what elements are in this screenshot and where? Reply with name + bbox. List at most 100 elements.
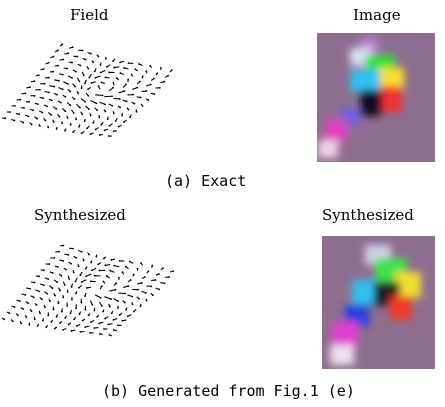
field-arrow-head [103,129,106,132]
field-arrow-head [32,109,35,112]
field-arrow-head [35,304,38,306]
field-arrow-head [64,95,67,98]
field-arrow-head [89,331,91,334]
field-arrow-head [57,64,59,67]
field-arrow-head [24,293,27,296]
field-arrow-head [52,70,55,73]
field-arrow-head [113,112,115,115]
field-arrow-head [75,292,77,295]
field-arrow-head [85,286,88,289]
field-arrow-head [86,127,89,130]
field-arrow-head [94,76,97,79]
field-arrow-head [74,280,77,283]
field-arrow-head [88,253,90,256]
field-arrow-head [117,300,119,302]
field-arrow-head [19,300,21,302]
field-arrow-head [80,87,83,90]
field-arrow-head [79,64,82,67]
field-arrow-head [84,100,87,103]
field-arrow-head [46,105,48,108]
field-arrow-head [33,281,36,284]
field-arrow-head [87,88,89,91]
field-arrow-head [92,122,95,124]
field-arrow-head [43,82,46,85]
field-arrow-head [62,58,65,61]
field-arrow-head [131,295,134,298]
caption-generated: (b) Generated from Fig.1 (e) [102,382,355,400]
field-arrow-head [53,256,56,259]
field-arrow-head [79,330,82,333]
field-arrow-head [48,263,51,265]
field-arrow-head [136,267,139,270]
field-arrow-head [50,321,53,323]
field-arrow-head [75,70,77,73]
field-arrow-head [61,43,64,46]
field-arrow-head [89,280,92,283]
field-arrow-head [44,119,47,122]
field-arrow-head [128,260,131,263]
field-arrow-head [135,110,138,113]
field-arrow-head [163,80,166,83]
field-arrow-head [104,57,107,60]
field-arrow-head [141,104,144,107]
field-arrow-head [71,61,73,64]
field-arrow-head [140,262,143,265]
field-arrow-head [72,131,74,134]
field-arrow-head [108,333,111,336]
field-arrow-head [38,125,41,127]
field-arrow-head [8,312,11,315]
field-arrow-head [107,323,110,326]
field-arrow-head [138,63,140,65]
field-arrow-head [66,305,69,307]
field-arrow-head [14,104,16,107]
field-arrow-head [127,285,130,287]
field-arrow-head [125,308,128,311]
field-arrow-head [121,114,124,117]
field-arrow-head [52,55,55,58]
image-exact [317,33,435,162]
field-arrow-head [111,104,114,107]
field-arrow-head [75,256,78,259]
field-arrow-head [89,114,92,117]
field-arrow-head [9,111,11,113]
field-arrow-head [30,310,33,313]
field-arrow-head [127,108,130,111]
field-arrow-head [84,267,87,270]
field-arrow-head [4,117,7,120]
field-arrow-head [126,315,129,318]
field-arrow-head [93,327,96,329]
field-arrow-head [149,64,152,67]
field-arrow-head [123,301,126,304]
field-arrow-head [80,281,83,283]
field-arrow-head [94,128,97,131]
field-arrow-head [115,282,118,285]
field-arrow-head [145,70,148,73]
field-arrow-head [77,286,80,289]
field-arrow-head [105,275,108,277]
field-arrow-head [167,74,169,77]
field-arrow-head [47,91,50,94]
field-arrow-head [98,332,101,335]
field-arrow-head [75,118,78,121]
field-arrow-head [133,102,136,105]
field-arrow-head [145,90,148,92]
field-arrow-head [72,247,74,250]
field-arrow-head [37,103,39,106]
field-arrow-head [56,281,58,284]
field-arrow-head [112,318,115,321]
field-arrow-head [89,133,92,136]
field-arrow-head [66,291,69,293]
field-arrow-head [98,116,101,119]
field-arrow-head [132,273,135,276]
field-arrow-head [124,83,127,86]
field-arrow-head [17,314,19,317]
field-arrow-head [61,122,63,125]
field-arrow-head [58,250,60,253]
field-arrow-head [65,268,67,271]
field-arrow-head [100,123,103,126]
field-arrow-head [29,86,31,89]
field-arrow-head [96,109,99,112]
field-arrow-head [22,308,24,310]
field-arrow-head [129,279,132,281]
field-arrow-head [132,93,134,96]
